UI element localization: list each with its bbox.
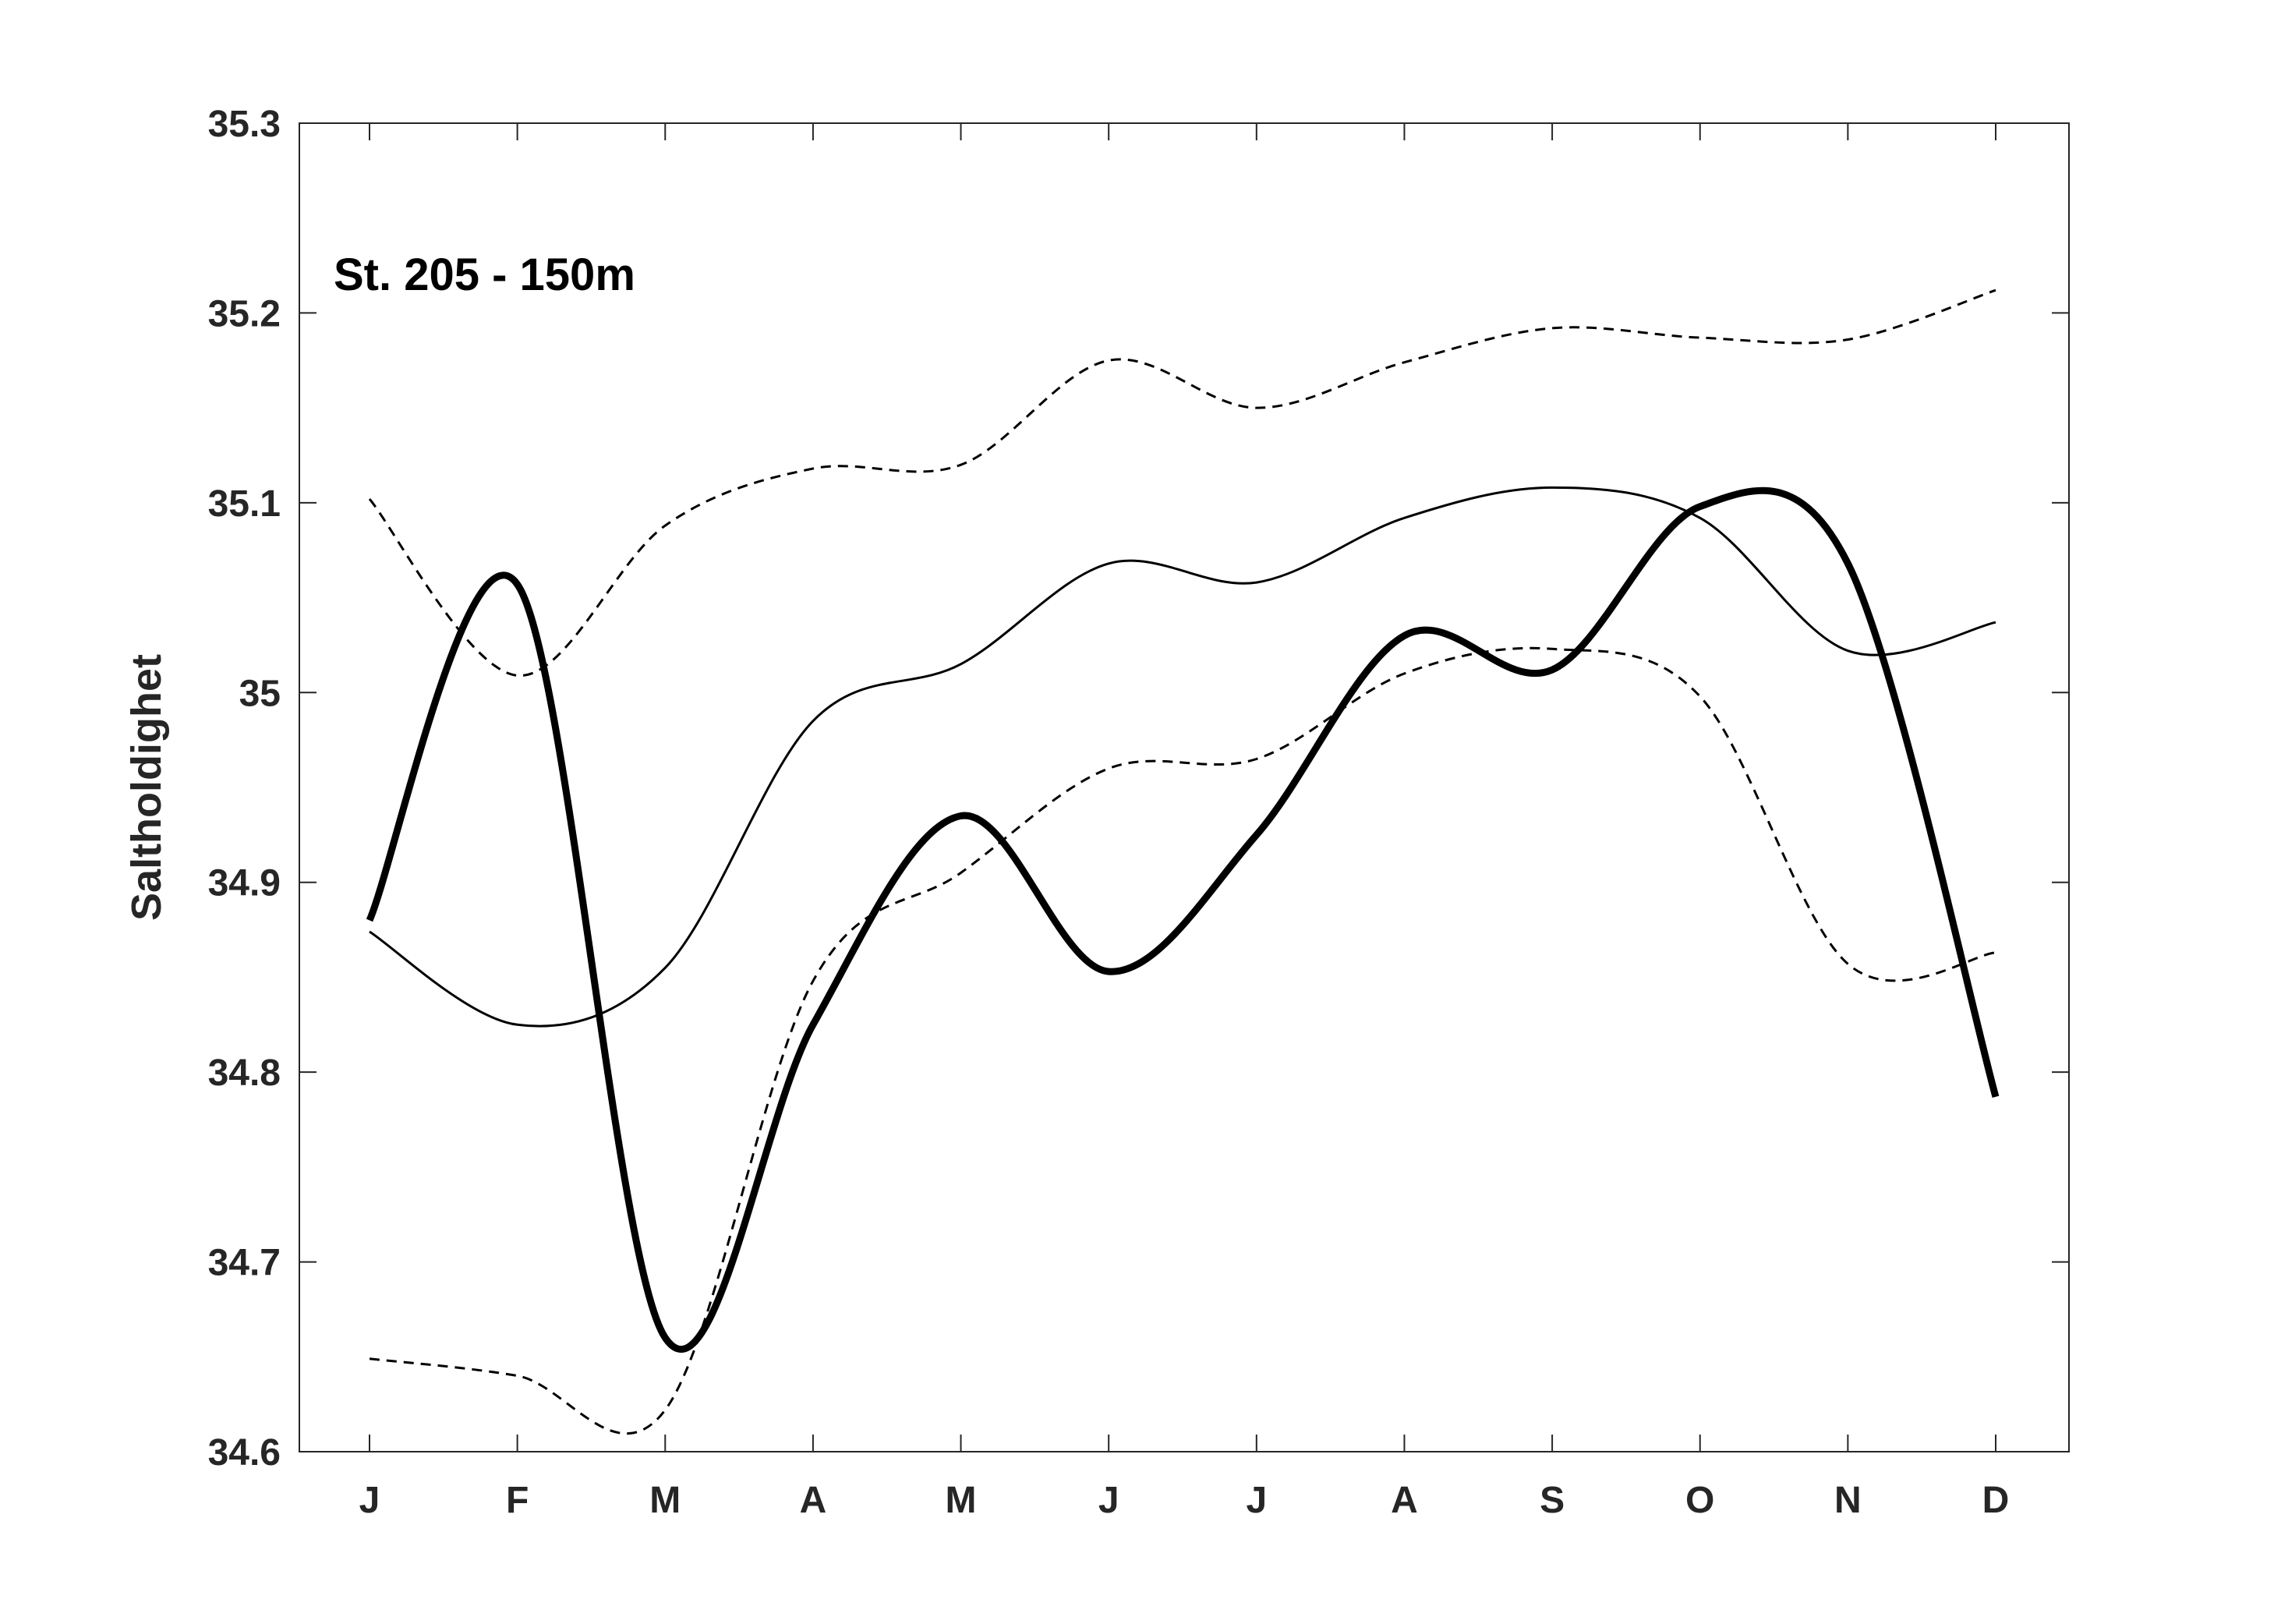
- y-tick-label: 34.8: [208, 1053, 281, 1094]
- y-tick-label: 35.3: [208, 104, 281, 145]
- series-line-3-dashed: [368, 288, 1996, 677]
- x-tick-label: A: [800, 1480, 827, 1521]
- x-tick-label: A: [1391, 1480, 1418, 1521]
- x-tick-label: J: [1246, 1480, 1267, 1521]
- series-line-4-dashed: [369, 646, 1996, 1435]
- ticks-layer: [299, 122, 2069, 1452]
- chart-annotation: St. 205 - 150m: [334, 249, 635, 300]
- y-tick-label: 35.1: [208, 483, 281, 525]
- series-line-2-thin-solid: [369, 486, 1996, 1028]
- labels-layer: J F M A M J J A S O N D 34.6 34.7 34.8 34.9 35 35.1 35.2 35…: [208, 104, 2010, 1521]
- x-tick-label: D: [1982, 1480, 2010, 1521]
- x-tick-label: J: [1098, 1480, 1119, 1521]
- x-tick-label: J: [359, 1480, 380, 1521]
- y-tick-label: 34.6: [208, 1432, 281, 1474]
- series-line-1-thick-solid: [366, 486, 2000, 1353]
- x-tick-label: M: [649, 1480, 681, 1521]
- x-tick-label: N: [1834, 1480, 1862, 1521]
- plot-frame: [299, 122, 2070, 1452]
- y-tick-label: 34.7: [208, 1243, 281, 1284]
- x-tick-label: M: [946, 1480, 977, 1521]
- plot-area: J F M A M J J A S O N D 34.6 34.7 34.8 34.9 35 35.1 35.2 35…: [208, 104, 2070, 1521]
- y-axis-title: Saltholdighet: [123, 654, 170, 921]
- series-layer: [366, 288, 2000, 1435]
- y-tick-label: 35: [239, 673, 281, 714]
- x-tick-label: S: [1540, 1480, 1565, 1521]
- y-tick-label: 35.2: [208, 293, 281, 334]
- x-tick-label: O: [1685, 1480, 1714, 1521]
- y-tick-label: 34.9: [208, 863, 281, 904]
- x-tick-label: F: [506, 1480, 529, 1521]
